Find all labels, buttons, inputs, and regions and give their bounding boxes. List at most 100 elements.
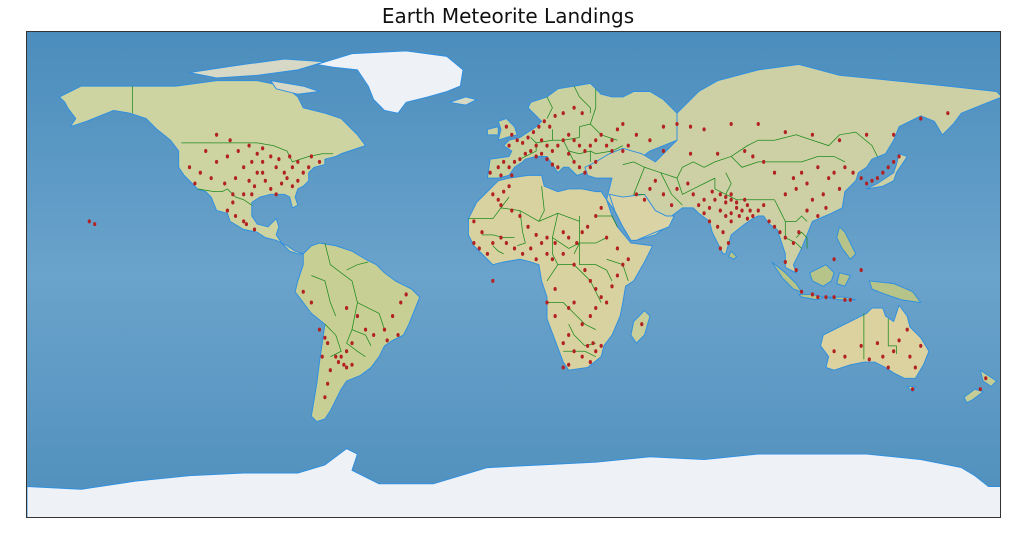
meteorite-point — [572, 138, 576, 143]
meteorite-point — [642, 197, 647, 202]
meteorite-point — [892, 159, 896, 164]
meteorite-point — [567, 305, 571, 310]
meteorite-point — [737, 213, 741, 219]
us-mexico-border — [197, 188, 253, 206]
meteorite-point — [583, 268, 587, 273]
meteorite-point — [599, 205, 603, 210]
meteorite-point — [648, 186, 652, 191]
meteorite-point — [621, 262, 625, 267]
meteorite-point — [859, 268, 863, 273]
meteorite-point — [748, 208, 752, 213]
meteorite-point — [832, 295, 836, 300]
meteorite-point — [594, 213, 598, 219]
meteorite-point — [691, 192, 695, 197]
meteorite-point — [244, 222, 248, 227]
meteorite-point — [588, 314, 592, 319]
meteorite-point — [843, 297, 847, 302]
meteorite-point — [867, 357, 871, 362]
meteorite-point — [320, 354, 324, 359]
meteorite-point — [404, 292, 408, 297]
meteorite-point — [881, 354, 885, 359]
meteorite-point — [729, 197, 733, 202]
meteorite-point — [604, 143, 609, 148]
meteorite-point — [743, 149, 747, 154]
meteorite-point — [567, 151, 571, 156]
meteorite-point — [512, 159, 517, 164]
meteorite-point — [751, 154, 755, 159]
meteorite-point — [231, 192, 235, 197]
meteorite-point — [231, 200, 235, 205]
meteorite-point — [485, 251, 490, 256]
meteorite-point — [816, 213, 820, 219]
meteorite-point — [561, 341, 565, 346]
meteorite-point — [821, 192, 825, 197]
meteorite-point — [548, 124, 552, 129]
meteorite-point — [734, 205, 739, 210]
meteorite-point — [751, 213, 755, 219]
meteorite-point — [572, 349, 576, 354]
meteorite-point — [550, 257, 555, 262]
sri-lanka — [727, 250, 738, 260]
meteorite-point — [859, 343, 863, 348]
meteorite-point — [301, 170, 305, 175]
north-america — [59, 80, 367, 255]
meteorite-point — [745, 216, 750, 221]
meteorite-point — [824, 205, 828, 210]
meteorite-point — [661, 192, 666, 197]
meteorite-point — [526, 135, 530, 140]
meteorite-point — [702, 211, 706, 216]
meteorite-point — [908, 354, 912, 359]
meteorite-point — [553, 286, 557, 292]
meteorite-point — [545, 143, 549, 148]
meteorite-point — [472, 219, 476, 224]
madagascar — [630, 310, 651, 344]
meteorite-point — [561, 230, 565, 235]
meteorite-point — [870, 178, 874, 183]
meteorite-point — [539, 241, 544, 246]
meteorite-point — [350, 362, 354, 367]
meteorite-point — [724, 200, 728, 205]
meteorite-point — [805, 208, 809, 213]
meteorite-point — [583, 149, 587, 154]
meteorite-point — [875, 176, 880, 181]
meteorite-point — [783, 192, 787, 197]
meteorite-point — [545, 157, 549, 162]
meteorite-point — [561, 111, 565, 116]
meteorite-point — [756, 208, 760, 213]
meteorite-point — [688, 124, 693, 129]
meteorite-point — [762, 159, 766, 164]
meteorite-point — [594, 286, 598, 292]
meteorite-point — [537, 124, 541, 129]
new-zealand — [963, 369, 998, 404]
meteorite-point — [187, 165, 192, 170]
meteorite-point — [594, 305, 598, 310]
meteorite-point — [588, 143, 592, 148]
meteorite-point — [567, 362, 571, 367]
meteorite-point — [740, 208, 744, 213]
meteorite-point — [225, 208, 230, 213]
meteorite-point — [897, 338, 901, 343]
meteorite-point — [675, 121, 679, 127]
meteorite-point — [859, 176, 863, 181]
meteorite-point — [580, 322, 584, 327]
meteorite-point — [204, 149, 208, 154]
meteorite-point — [515, 138, 519, 143]
meteorite-point — [323, 335, 327, 340]
asia-borders — [622, 131, 878, 249]
meteorite-point — [521, 251, 525, 256]
meteorite-point — [946, 111, 950, 116]
map-title: Earth Meteorite Landings — [381, 4, 635, 28]
meteorite-point — [539, 151, 544, 156]
meteorite-point — [242, 219, 246, 224]
meteorite-point — [523, 151, 527, 156]
meteorite-point — [707, 205, 712, 210]
meteorite-point — [580, 230, 584, 235]
meteorite-point — [252, 184, 257, 189]
meteorite-point — [783, 259, 787, 265]
meteorite-point — [382, 327, 387, 332]
meteorite-point — [661, 124, 666, 129]
meteorite-point — [545, 235, 549, 240]
meteorite-point — [577, 143, 582, 148]
iceland — [449, 96, 478, 106]
us-canada-border — [181, 142, 334, 163]
